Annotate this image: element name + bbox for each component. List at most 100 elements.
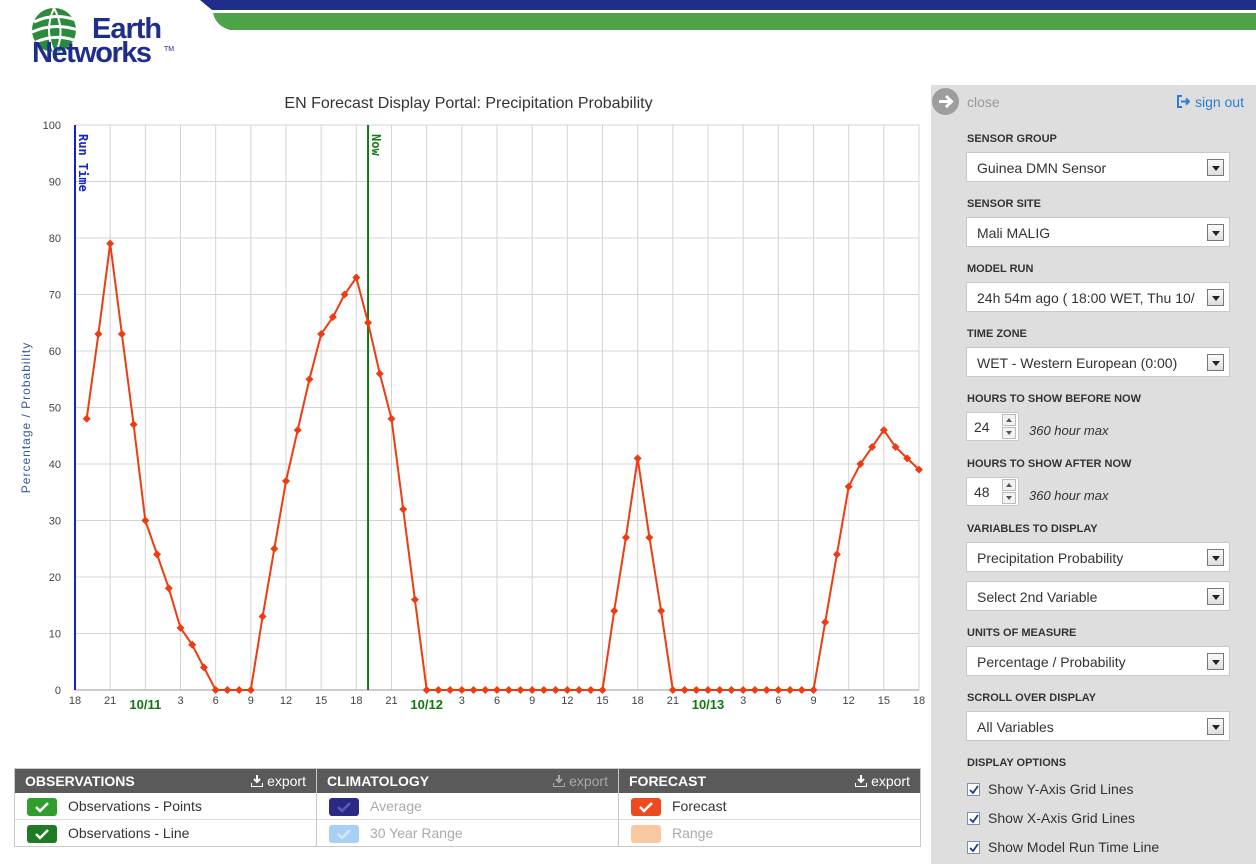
- legend-label: Observations - Line: [68, 825, 190, 841]
- sensor-site-select[interactable]: Mali MALIG: [966, 217, 1230, 247]
- chevron-down-icon[interactable]: [1207, 588, 1224, 605]
- earth-networks-logo[interactable]: Earth Networks TM: [22, 4, 182, 68]
- forecast-point: [762, 686, 771, 694]
- forecast-point: [270, 544, 279, 553]
- legend-item-observations-points[interactable]: Observations - Points: [15, 793, 316, 820]
- check-icon: [337, 829, 351, 840]
- logo-text-networks: Networks: [32, 37, 152, 69]
- sign-out-label: sign out: [1194, 94, 1244, 110]
- forecast-point: [387, 414, 396, 423]
- chevron-down-icon[interactable]: [1207, 354, 1224, 371]
- observations-points-toggle[interactable]: [27, 798, 57, 816]
- units-select[interactable]: Percentage / Probability: [966, 646, 1230, 676]
- scroll-over-select[interactable]: All Variables: [966, 711, 1230, 741]
- forecast-point: [364, 318, 373, 327]
- time-zone-select[interactable]: WET - Western European (0:00): [966, 347, 1230, 377]
- legend-item-observations-line[interactable]: Observations - Line: [15, 820, 316, 847]
- logo-text-earth: Earth: [92, 13, 162, 45]
- climatology-average-toggle[interactable]: [329, 798, 359, 816]
- forecast-point: [481, 686, 490, 694]
- x-tick-label: 21: [385, 695, 397, 707]
- download-icon: [552, 775, 567, 788]
- forecast-point: [610, 606, 619, 615]
- option-label: Show Y-Axis Grid Lines: [988, 781, 1134, 797]
- chevron-down-icon[interactable]: [1207, 159, 1224, 176]
- hours-before-stepper[interactable]: 24: [966, 412, 1019, 441]
- chart-title: EN Forecast Display Portal: Precipitatio…: [284, 95, 653, 112]
- forecast-point: [469, 686, 478, 694]
- forecast-point: [539, 686, 548, 694]
- variable-1-value: Precipitation Probability: [977, 550, 1124, 566]
- x-tick-label: 15: [315, 695, 327, 707]
- chevron-down-icon[interactable]: [1207, 718, 1224, 735]
- hours-before-value[interactable]: 24: [974, 419, 990, 435]
- variable-1-select[interactable]: Precipitation Probability: [966, 542, 1230, 572]
- forecast-export-button[interactable]: export: [854, 773, 910, 789]
- forecast-point: [117, 330, 126, 339]
- model-run-select[interactable]: 24h 54m ago ( 18:00 WET, Thu 10/: [966, 282, 1230, 312]
- settings-panel: close sign out SENSOR GROUP Guinea DMN S…: [931, 85, 1256, 864]
- chevron-down-icon[interactable]: [1207, 224, 1224, 241]
- legend-forecast-title: FORECAST: [629, 773, 706, 789]
- forecast-toggle[interactable]: [631, 798, 661, 816]
- legend-label: Range: [672, 825, 714, 841]
- forecast-range-toggle[interactable]: [631, 825, 661, 843]
- forecast-point: [293, 426, 302, 435]
- stepper-down-icon[interactable]: [1002, 492, 1016, 504]
- forecast-point: [797, 686, 806, 694]
- hours-after-stepper[interactable]: 48: [966, 477, 1019, 506]
- x-tick-label: 9: [810, 695, 816, 707]
- forecast-point: [82, 414, 91, 423]
- legend-item-forecast-range[interactable]: Range: [619, 820, 920, 847]
- chevron-down-icon[interactable]: [1207, 549, 1224, 566]
- close-panel-button[interactable]: [932, 88, 959, 115]
- x-grid-checkbox[interactable]: [967, 812, 980, 825]
- forecast-point: [891, 443, 900, 452]
- forecast-point: [317, 330, 326, 339]
- x-tick-label: 6: [213, 695, 219, 707]
- chevron-down-icon[interactable]: [1207, 653, 1224, 670]
- globe-icon: [31, 7, 79, 53]
- forecast-point: [821, 618, 830, 627]
- climatology-export-button[interactable]: export: [552, 773, 608, 789]
- stepper-up-icon[interactable]: [1002, 414, 1016, 426]
- scroll-over-label: SCROLL OVER DISPLAY: [967, 692, 1096, 704]
- observations-line-toggle[interactable]: [27, 825, 57, 843]
- run-time-line-checkbox[interactable]: [967, 841, 980, 854]
- sensor-group-label: SENSOR GROUP: [967, 133, 1057, 145]
- forecast-series-line: [85, 243, 920, 691]
- check-icon: [639, 802, 653, 813]
- hours-after-value[interactable]: 48: [974, 484, 990, 500]
- stepper-down-icon[interactable]: [1002, 427, 1016, 439]
- x-tick-label: 9: [529, 695, 535, 707]
- download-icon: [250, 775, 265, 788]
- option-label: Show X-Axis Grid Lines: [988, 810, 1136, 826]
- forecast-point: [422, 686, 431, 694]
- run-time-label: Run Time: [76, 134, 90, 192]
- y-grid-checkbox[interactable]: [967, 783, 980, 796]
- sign-out-link[interactable]: sign out: [1176, 94, 1244, 110]
- legend-item-forecast[interactable]: Forecast: [619, 793, 920, 820]
- chevron-down-icon[interactable]: [1207, 289, 1224, 306]
- forecast-point: [504, 686, 513, 694]
- forecast-point: [516, 686, 525, 694]
- model-run-label: MODEL RUN: [967, 263, 1034, 275]
- variable-2-select[interactable]: Select 2nd Variable: [966, 581, 1230, 611]
- forecast-point: [915, 465, 923, 474]
- panel-header: close sign out: [931, 85, 1256, 119]
- legend-item-climatology-range[interactable]: 30 Year Range: [317, 820, 618, 847]
- forecast-point: [446, 686, 455, 694]
- sensor-group-select[interactable]: Guinea DMN Sensor: [966, 152, 1230, 182]
- observations-export-button[interactable]: export: [250, 773, 306, 789]
- forecast-point: [410, 595, 419, 604]
- legend-observations: OBSERVATIONS export Observations - Point…: [15, 769, 317, 846]
- legend-item-climatology-average[interactable]: Average: [317, 793, 618, 820]
- sensor-group-value: Guinea DMN Sensor: [977, 160, 1107, 176]
- forecast-point: [563, 686, 572, 694]
- stepper-up-icon[interactable]: [1002, 479, 1016, 491]
- forecast-point: [328, 313, 337, 322]
- y-tick-label: 50: [49, 403, 61, 415]
- climatology-range-toggle[interactable]: [329, 825, 359, 843]
- close-label[interactable]: close: [967, 94, 1000, 110]
- x-tick-label: 18: [632, 695, 644, 707]
